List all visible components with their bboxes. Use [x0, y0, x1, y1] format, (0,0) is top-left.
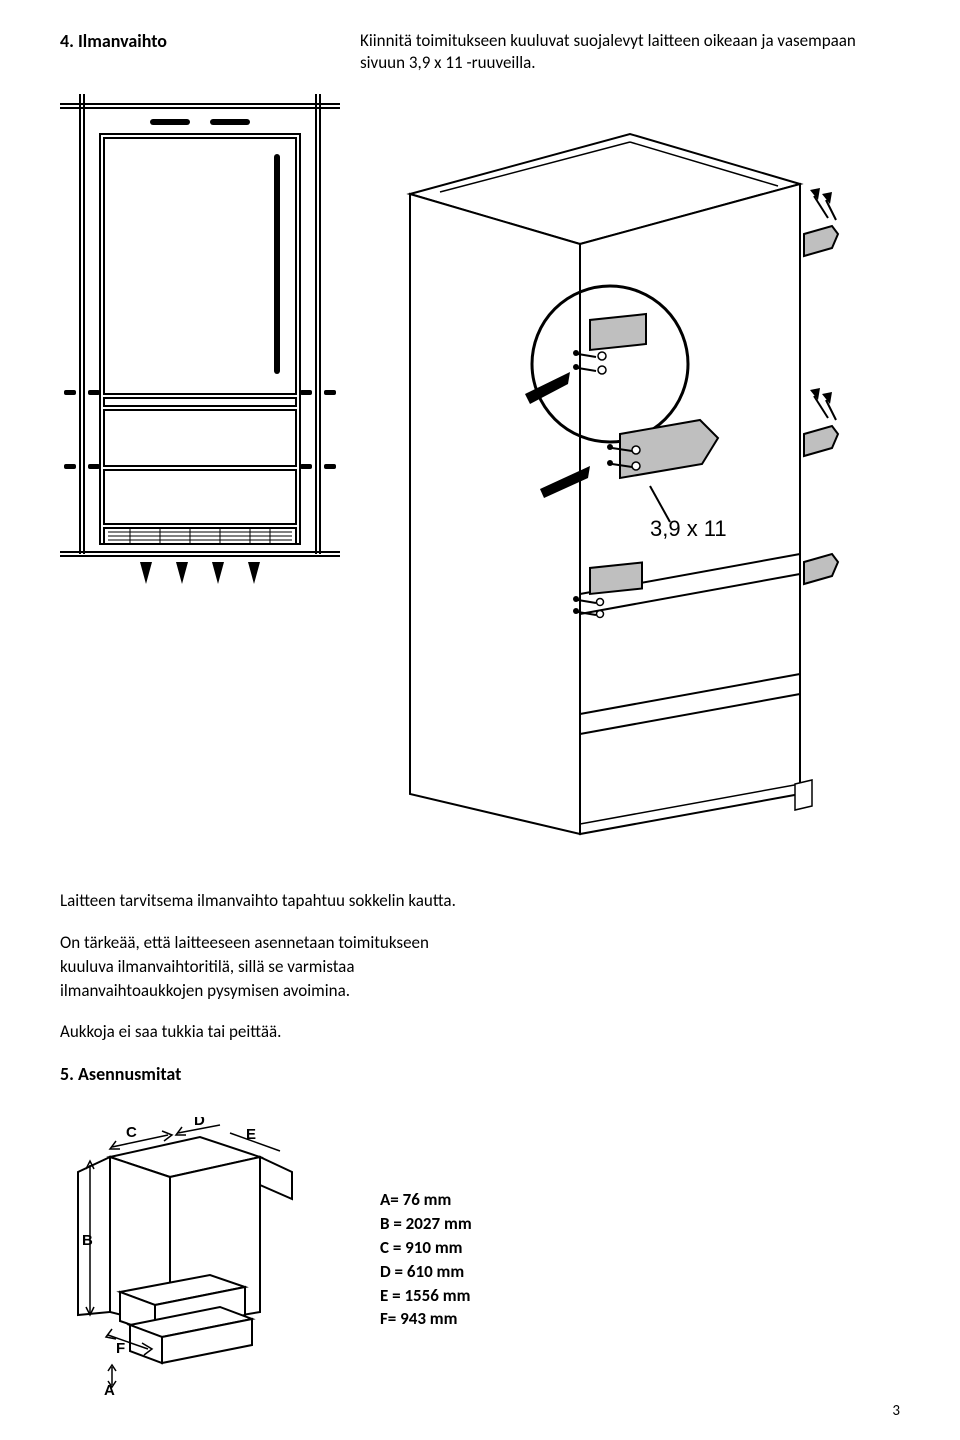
- svg-text:D: D: [194, 1117, 205, 1129]
- svg-text:A: A: [104, 1382, 115, 1397]
- dim-d: D = 610 mm: [380, 1260, 472, 1284]
- diagram-isometric-brackets: 3,9 x 11: [380, 94, 800, 859]
- section5-title: 5. Asennusmitat: [60, 1062, 480, 1087]
- svg-text:F: F: [116, 1340, 125, 1357]
- dim-e: E = 1556 mm: [380, 1284, 472, 1308]
- section4-para2: On tärkeää, että laitteeseen asennetaan …: [60, 931, 480, 1002]
- diagram-front-view: [60, 94, 340, 599]
- dim-f: F= 943 mm: [380, 1307, 472, 1331]
- dim-b: B = 2027 mm: [380, 1212, 472, 1236]
- section4-para3: Aukkoja ei saa tukkia tai peittää.: [60, 1020, 480, 1044]
- diagram-dimensions: B C D E F A: [60, 1117, 300, 1402]
- dim-a: A= 76 mm: [380, 1188, 472, 1212]
- section4-para1: Laitteen tarvitsema ilmanvaihto tapahtuu…: [60, 889, 480, 913]
- page-number: 3: [892, 1402, 900, 1420]
- screw-spec-label: 3,9 x 11: [650, 516, 727, 542]
- dim-c: C = 910 mm: [380, 1236, 472, 1260]
- svg-text:E: E: [246, 1126, 256, 1143]
- svg-text:B: B: [82, 1232, 93, 1249]
- section4-title: 4. Ilmanvaihto: [60, 30, 360, 74]
- section4-intro: Kiinnitä toimitukseen kuuluvat suojalevy…: [360, 30, 900, 74]
- svg-text:C: C: [126, 1124, 137, 1141]
- dimension-values: A= 76 mm B = 2027 mm C = 910 mm D = 610 …: [380, 1188, 472, 1331]
- section4-body: Laitteen tarvitsema ilmanvaihto tapahtuu…: [60, 889, 480, 1087]
